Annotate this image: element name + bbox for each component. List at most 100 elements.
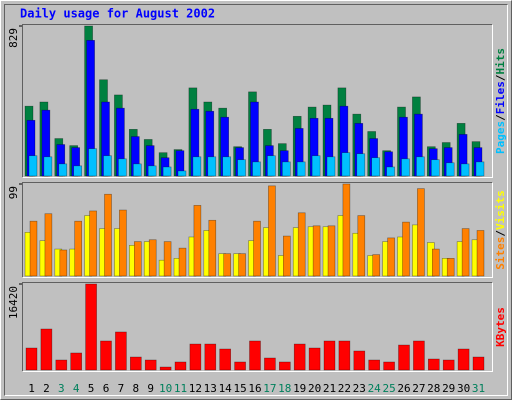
bar <box>431 248 440 277</box>
bar <box>278 361 291 371</box>
bar <box>204 343 217 371</box>
bar <box>445 162 455 177</box>
panel-border-dark <box>22 282 493 372</box>
bar <box>59 249 68 277</box>
legend: KBytes <box>494 307 507 347</box>
bar <box>223 253 231 277</box>
bar <box>475 161 485 177</box>
panel-border-light <box>22 182 493 278</box>
x-tick-label: 22 <box>338 382 351 395</box>
bar <box>472 356 485 371</box>
bar <box>460 163 470 177</box>
y-tick-label: 829 <box>7 28 20 48</box>
bar <box>208 219 217 277</box>
bar <box>119 209 127 277</box>
x-tick-label: 11 <box>174 382 187 395</box>
bar <box>312 225 321 277</box>
legend-entry: Visits <box>494 190 507 230</box>
bar <box>177 170 187 177</box>
panel-border-dark <box>22 182 493 278</box>
legend: Pages/Files/Hits <box>494 48 507 154</box>
bar <box>386 166 395 177</box>
bar <box>174 361 187 371</box>
x-tick-label: 5 <box>88 382 95 395</box>
bar <box>74 220 82 277</box>
legend-entry: Hits <box>494 48 507 75</box>
bar <box>253 220 261 277</box>
bar <box>147 165 157 177</box>
bar <box>308 347 321 371</box>
bar <box>249 340 261 371</box>
bar <box>43 156 53 177</box>
bar <box>476 230 485 277</box>
bar <box>29 220 38 277</box>
bar <box>327 225 336 277</box>
bar <box>383 361 395 371</box>
bevel-inner-dark <box>4 4 508 396</box>
bar <box>222 156 231 177</box>
bar <box>189 343 202 371</box>
x-tick-label: 3 <box>58 382 65 395</box>
bar <box>297 212 306 277</box>
bar <box>130 356 142 371</box>
bar <box>207 156 217 177</box>
x-tick-label: 16 <box>248 382 261 395</box>
panel-border-light <box>22 24 493 178</box>
panel-border-dark <box>22 24 493 178</box>
bar <box>457 348 470 371</box>
x-tick-label: 8 <box>132 382 139 395</box>
bar <box>73 165 82 177</box>
bar <box>28 155 38 177</box>
bar <box>442 359 455 371</box>
bar <box>148 239 157 277</box>
legend-entry: Sites <box>494 237 507 270</box>
x-tick-label: 28 <box>427 382 440 395</box>
bar <box>134 241 142 277</box>
bar <box>159 366 172 371</box>
bar <box>417 188 425 277</box>
bar <box>144 359 157 371</box>
bar <box>311 155 321 177</box>
bar <box>342 183 351 277</box>
bar <box>372 254 381 277</box>
bar <box>446 258 455 277</box>
bar <box>118 158 127 177</box>
bar <box>281 161 291 177</box>
legend-separator: / <box>494 114 507 121</box>
bar <box>401 158 410 177</box>
bar <box>89 210 97 277</box>
x-tick-label: 19 <box>293 382 306 395</box>
bar <box>293 343 306 371</box>
bar <box>100 340 112 371</box>
bar <box>268 185 276 277</box>
chart-title: Daily usage for August 2002 <box>20 7 215 21</box>
bar <box>267 155 276 177</box>
bar <box>323 340 336 371</box>
legend: Sites/Visits <box>494 190 507 270</box>
bar <box>178 247 187 277</box>
x-tick-label: 7 <box>118 382 125 395</box>
bar <box>192 156 202 177</box>
legend-entry: Pages <box>494 121 507 154</box>
x-tick-label: 21 <box>323 382 336 395</box>
bar <box>55 359 68 371</box>
bar <box>103 155 112 177</box>
bar <box>193 205 202 277</box>
bar <box>296 161 306 177</box>
bar <box>25 347 38 371</box>
x-tick-label: 17 <box>263 382 276 395</box>
bar <box>104 193 112 277</box>
x-tick-label: 27 <box>412 382 425 395</box>
bar <box>88 148 97 177</box>
bar <box>357 215 366 277</box>
bar <box>40 328 53 371</box>
bar <box>163 241 172 277</box>
bevel-inner-light <box>4 4 508 396</box>
legend-entry: Files <box>494 81 507 114</box>
bar <box>238 253 246 277</box>
x-tick-label: 2 <box>43 382 50 395</box>
y-tick-label: 99 <box>7 186 20 199</box>
